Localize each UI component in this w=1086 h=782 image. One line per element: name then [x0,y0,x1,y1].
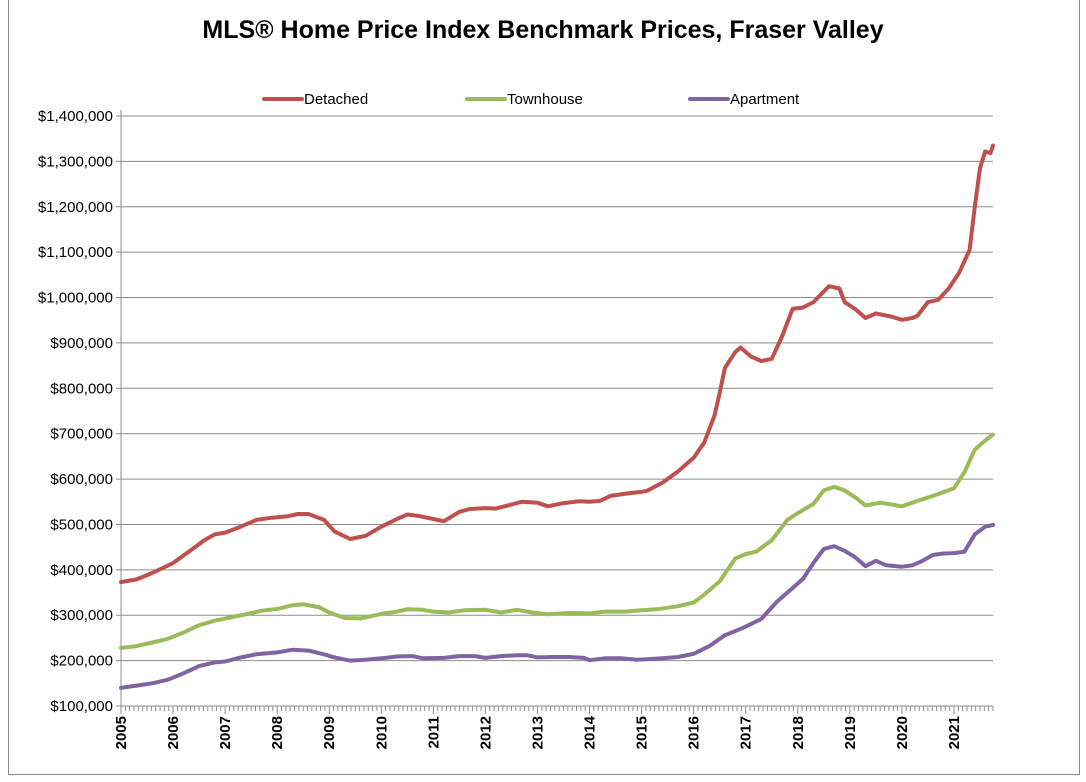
y-tick-label: $1,000,000 [38,290,113,307]
x-tick-label: 2021 [946,716,963,749]
series-lines [119,143,995,690]
x-tick-label: 2013 [529,716,546,749]
chart-frame [8,0,1080,775]
y-tick-label: $600,000 [50,471,113,488]
legend-label-detached: Detached [304,91,368,108]
legend-label-apartment: Apartment [730,91,800,108]
x-tick-label: 2016 [686,716,703,749]
y-tick-label: $500,000 [50,516,113,533]
x-tick-label: 2020 [894,716,911,749]
x-tick-label: 2005 [113,716,130,749]
chart-title: MLS® Home Price Index Benchmark Prices, … [202,16,884,44]
x-tick-label: 2017 [738,716,755,749]
x-tick-label: 2011 [425,716,442,749]
legend: Detached Townhouse Apartment [262,91,800,108]
series-line-detached [119,143,995,585]
y-tick-label: $800,000 [50,380,113,397]
y-tick-label: $100,000 [50,698,113,715]
y-tick-label: $200,000 [50,653,113,670]
x-tick-label: 2008 [269,716,286,749]
x-tick-label: 2006 [165,716,182,749]
y-tick-label: $1,100,000 [38,244,113,261]
series-line-townhouse [119,432,995,650]
legend-label-townhouse: Townhouse [507,91,583,108]
x-tick-label: 2009 [321,716,338,749]
x-tick-label: 2010 [373,716,390,749]
x-tick-label: 2014 [582,715,599,749]
y-tick-label: $400,000 [50,562,113,579]
y-axis-labels: $100,000 $200,000 $300,000 $400,000 $500,000… [38,108,113,715]
x-tick-label: 2015 [634,716,651,749]
axes [116,110,994,714]
series-line-apartment [119,522,995,690]
y-tick-label: $300,000 [50,607,113,624]
x-tick-label: 2012 [477,716,494,749]
y-tick-label: $700,000 [50,426,113,443]
x-tick-label: 2019 [842,716,859,749]
y-tick-label: $1,300,000 [38,153,113,170]
gridlines [121,115,993,662]
x-axis-labels: 2005 2006 2007 2008 2009 2010 2011 2012 2013 2014… [113,715,963,749]
x-tick-label: 2018 [790,716,807,749]
y-tick-label: $1,400,000 [38,108,113,125]
y-tick-label: $900,000 [50,335,113,352]
x-tick-label: 2007 [217,716,234,749]
y-tick-label: $1,200,000 [38,199,113,216]
